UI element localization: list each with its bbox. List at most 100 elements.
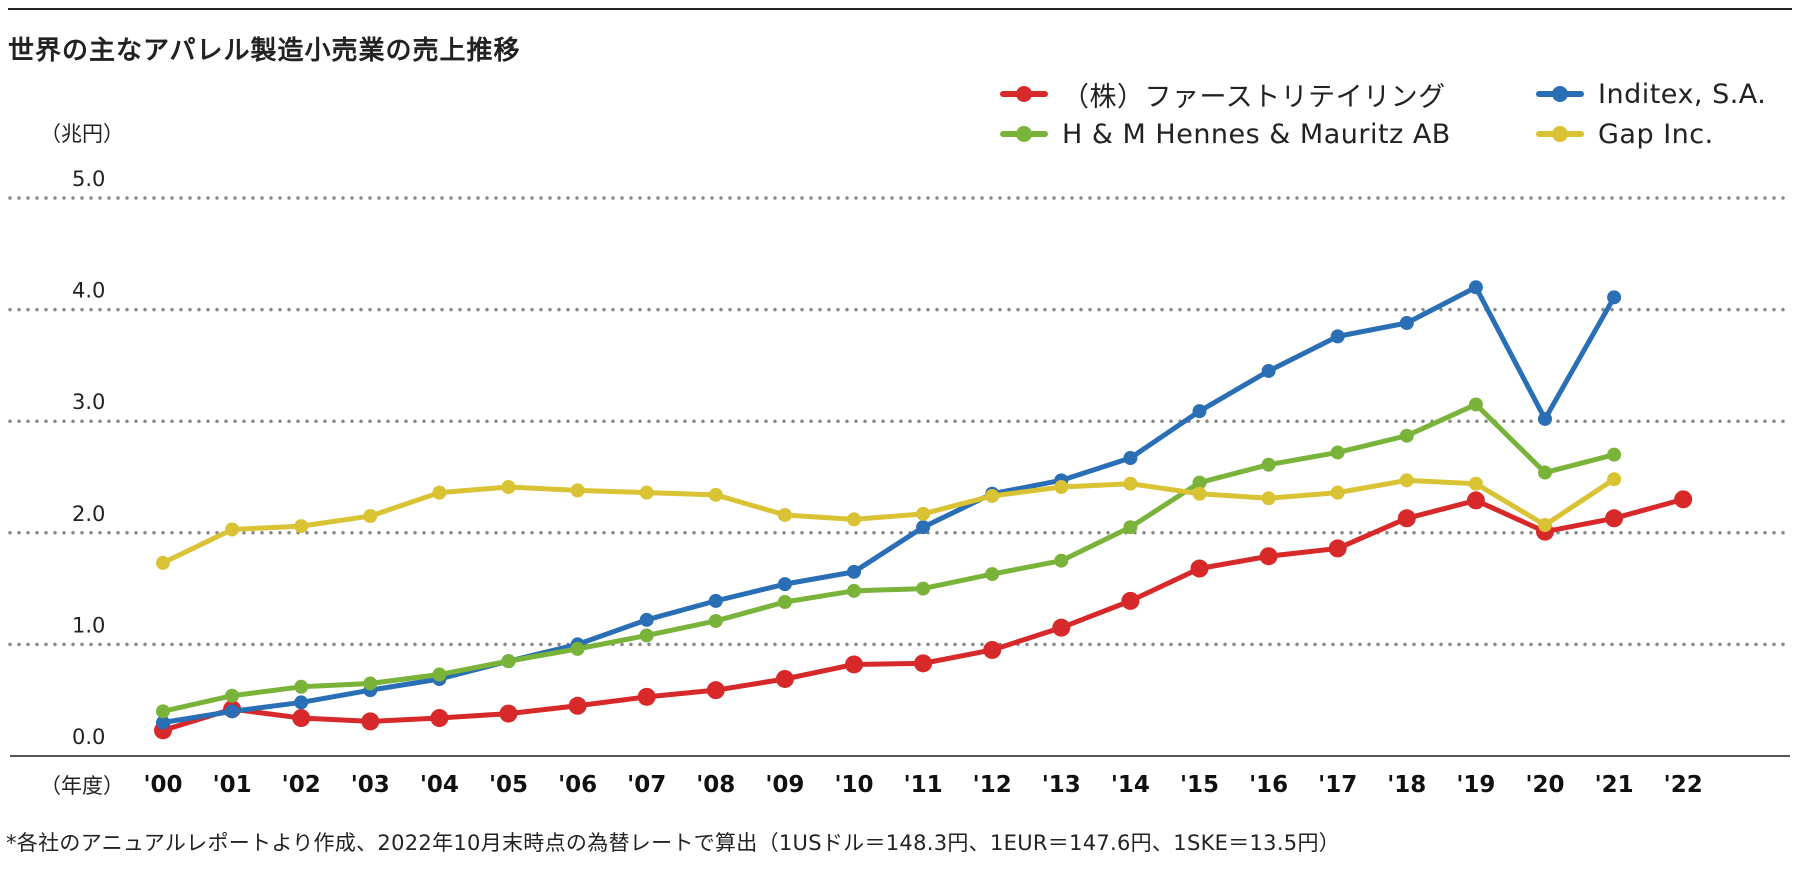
legend-swatch-hm	[1000, 116, 1048, 152]
data-point-inditex	[1538, 411, 1552, 426]
data-point-fast_retailing	[1259, 547, 1278, 566]
x-tick-label: '00	[143, 772, 182, 798]
data-point-hm	[777, 594, 792, 609]
legend-swatch-fast-retailing	[1000, 76, 1048, 112]
data-point-hm	[1330, 445, 1345, 460]
footnote: *各社のアニュアルレポートより作成、2022年10月末時点の為替レートで算出（1…	[6, 831, 1341, 855]
data-point-inditex	[1123, 451, 1138, 466]
data-point-hm	[639, 628, 654, 643]
x-tick-label: '01	[213, 772, 252, 798]
legend-swatch-gap	[1536, 116, 1584, 152]
data-point-hm	[156, 704, 170, 719]
data-point-fast_retailing	[845, 655, 863, 674]
data-point-gap	[1399, 473, 1414, 488]
legend-swatch-inditex	[1536, 76, 1584, 112]
data-point-gap	[1330, 485, 1345, 500]
data-point-fast_retailing	[775, 669, 794, 688]
data-point-gap	[916, 506, 931, 521]
data-point-fast_retailing	[1397, 509, 1416, 528]
x-tick-label: '18	[1387, 772, 1426, 798]
data-point-gap	[501, 480, 516, 495]
y-tick-label: 4.0	[72, 279, 105, 303]
data-point-inditex	[916, 520, 931, 535]
data-point-inditex	[708, 593, 723, 608]
data-point-fast_retailing	[568, 696, 587, 715]
data-point-gap	[1054, 480, 1069, 495]
data-point-fast_retailing	[1466, 491, 1485, 510]
data-point-fast_retailing	[1328, 539, 1347, 558]
data-point-fast_retailing	[914, 654, 933, 673]
legend: （株）ファーストリテイリング H & M Hennes & Mauritz AB…	[0, 76, 1800, 156]
data-point-hm	[916, 581, 931, 596]
legend-item-hm: H & M Hennes & Mauritz AB	[1000, 116, 1451, 152]
data-point-fast_retailing	[1674, 490, 1693, 509]
data-point-gap	[1123, 476, 1138, 491]
data-point-inditex	[1468, 280, 1483, 295]
x-tick-label: '15	[1180, 772, 1219, 798]
legend-label-hm: H & M Hennes & Mauritz AB	[1062, 118, 1451, 150]
data-point-hm	[363, 676, 378, 691]
data-point-hm	[294, 679, 309, 694]
series-line-inditex	[160, 284, 1617, 726]
data-point-hm	[847, 583, 861, 598]
x-tick-label: '19	[1456, 772, 1495, 798]
data-point-inditex	[225, 704, 240, 719]
data-point-fast_retailing	[430, 709, 449, 728]
data-point-gap	[432, 485, 447, 500]
data-point-hm	[1192, 475, 1207, 490]
data-point-gap	[156, 555, 170, 570]
data-point-hm	[1123, 520, 1138, 535]
data-point-inditex	[156, 715, 170, 730]
data-point-inditex	[1607, 290, 1622, 305]
y-tick-label: 1.0	[72, 613, 105, 637]
data-point-hm	[1607, 447, 1622, 462]
data-point-fast_retailing	[361, 712, 380, 731]
x-tick-label: '02	[282, 772, 321, 798]
data-point-gap	[1261, 491, 1276, 506]
legend-label-gap: Gap Inc.	[1598, 118, 1714, 150]
top-rule	[8, 8, 1792, 10]
legend-item-gap: Gap Inc.	[1536, 116, 1714, 152]
x-tick-label: '05	[489, 772, 528, 798]
x-tick-label: '04	[420, 772, 459, 798]
x-tick-label: '21	[1595, 772, 1634, 798]
data-point-fast_retailing	[706, 681, 725, 700]
data-point-inditex	[847, 564, 861, 579]
data-point-hm	[1399, 428, 1414, 443]
series-line-gap	[160, 476, 1617, 566]
data-point-gap	[847, 512, 861, 527]
chart-title: 世界の主なアパレル製造小売業の売上推移	[8, 36, 521, 66]
data-point-fast_retailing	[292, 709, 311, 728]
data-point-fast_retailing	[499, 704, 518, 723]
legend-item-fast-retailing: （株）ファーストリテイリング	[1000, 76, 1446, 113]
data-point-gap	[639, 485, 654, 500]
x-tick-label: '17	[1318, 772, 1357, 798]
data-point-hm	[501, 654, 516, 669]
legend-label-inditex: Inditex, S.A.	[1598, 78, 1767, 110]
x-tick-label: '06	[558, 772, 597, 798]
data-point-inditex	[1192, 404, 1207, 419]
data-point-inditex	[294, 695, 309, 710]
series-line-hm	[160, 401, 1617, 714]
data-point-hm	[708, 613, 723, 628]
data-point-fast_retailing	[1052, 618, 1071, 637]
data-point-gap	[1468, 476, 1483, 491]
x-tick-label: '16	[1249, 772, 1288, 798]
y-tick-label: 5.0	[72, 167, 105, 191]
y-tick-label: 3.0	[72, 390, 105, 414]
data-point-fast_retailing	[983, 640, 1002, 659]
x-tick-label: '07	[627, 772, 666, 798]
data-point-fast_retailing	[1190, 559, 1209, 578]
data-point-inditex	[1330, 329, 1345, 344]
y-axis-unit: （兆円）	[40, 122, 124, 146]
x-tick-label: '08	[696, 772, 735, 798]
data-point-gap	[570, 483, 585, 498]
x-tick-label: '09	[765, 772, 804, 798]
x-tick-label: '03	[351, 772, 390, 798]
legend-item-inditex: Inditex, S.A.	[1536, 76, 1766, 112]
data-point-fast_retailing	[637, 687, 656, 706]
data-point-gap	[1192, 486, 1207, 501]
legend-label-fast-retailing: （株）ファーストリテイリング	[1062, 81, 1446, 113]
data-point-inditex	[1261, 363, 1276, 378]
